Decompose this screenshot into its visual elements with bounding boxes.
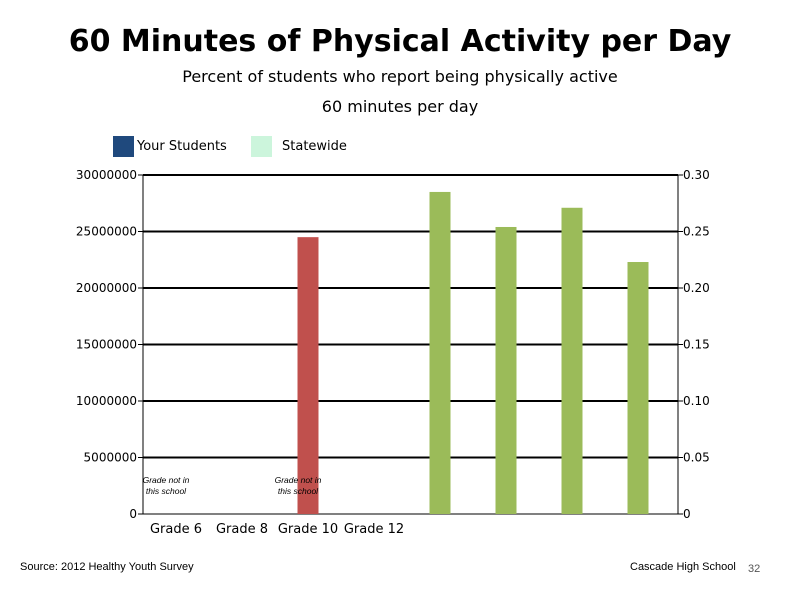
annotation-text: Grade not in: [275, 475, 322, 485]
page-number: 32: [748, 563, 761, 575]
right-axis-tick-label: 0.05: [683, 451, 710, 465]
x-axis-category-label: Grade 8: [216, 522, 268, 537]
legend-item-statewide: Statewide: [251, 135, 347, 157]
right-axis-tick-label: 0.10: [683, 394, 710, 408]
legend-label-your-students: Your Students: [137, 138, 227, 154]
legend-swatch-statewide: [251, 135, 272, 157]
left-axis-tick-label: 20000000: [76, 281, 137, 295]
left-axis-tick-label: 0: [129, 507, 137, 521]
chart-subtitle-line2: 60 minutes per day: [321, 97, 479, 116]
bar: [429, 191, 451, 514]
bar: [297, 237, 319, 514]
chart-subtitle-line1: Percent of students who report being phy…: [182, 67, 618, 86]
bar: [561, 207, 583, 514]
bar: [495, 226, 517, 515]
legend-label-statewide: Statewide: [282, 138, 347, 154]
chart-title: 60 Minutes of Physical Activity per Day: [68, 24, 732, 59]
annotation-text: this school: [278, 486, 319, 496]
annotation-text: Grade not in: [143, 475, 190, 485]
x-axis-category-label: Grade 6: [150, 522, 202, 537]
legend-swatch-your-students: [113, 135, 134, 157]
right-axis-tick-label: 0.15: [683, 338, 710, 352]
left-axis-tick-label: 10000000: [76, 394, 137, 408]
right-axis-tick-label: 0.30: [683, 168, 710, 182]
left-axis-tick-label: 15000000: [76, 338, 137, 352]
bar: [627, 262, 649, 514]
right-axis-tick-label: 0.25: [683, 225, 710, 239]
right-axis-tick-label: 0.20: [683, 281, 710, 295]
source-note: Source: 2012 Healthy Youth Survey: [20, 561, 194, 573]
right-axis-tick-label: 0: [683, 507, 691, 521]
left-axis-tick-label: 25000000: [76, 225, 137, 239]
left-axis-tick-label: 30000000: [76, 168, 137, 182]
left-axis-tick-label: 5000000: [84, 451, 137, 465]
x-axis-category-label: Grade 12: [344, 522, 404, 537]
x-axis-category-label: Grade 10: [278, 522, 338, 537]
school-name: Cascade High School: [630, 561, 736, 573]
legend-item-your-students: Your Students: [113, 135, 227, 157]
annotation-text: this school: [146, 486, 187, 496]
